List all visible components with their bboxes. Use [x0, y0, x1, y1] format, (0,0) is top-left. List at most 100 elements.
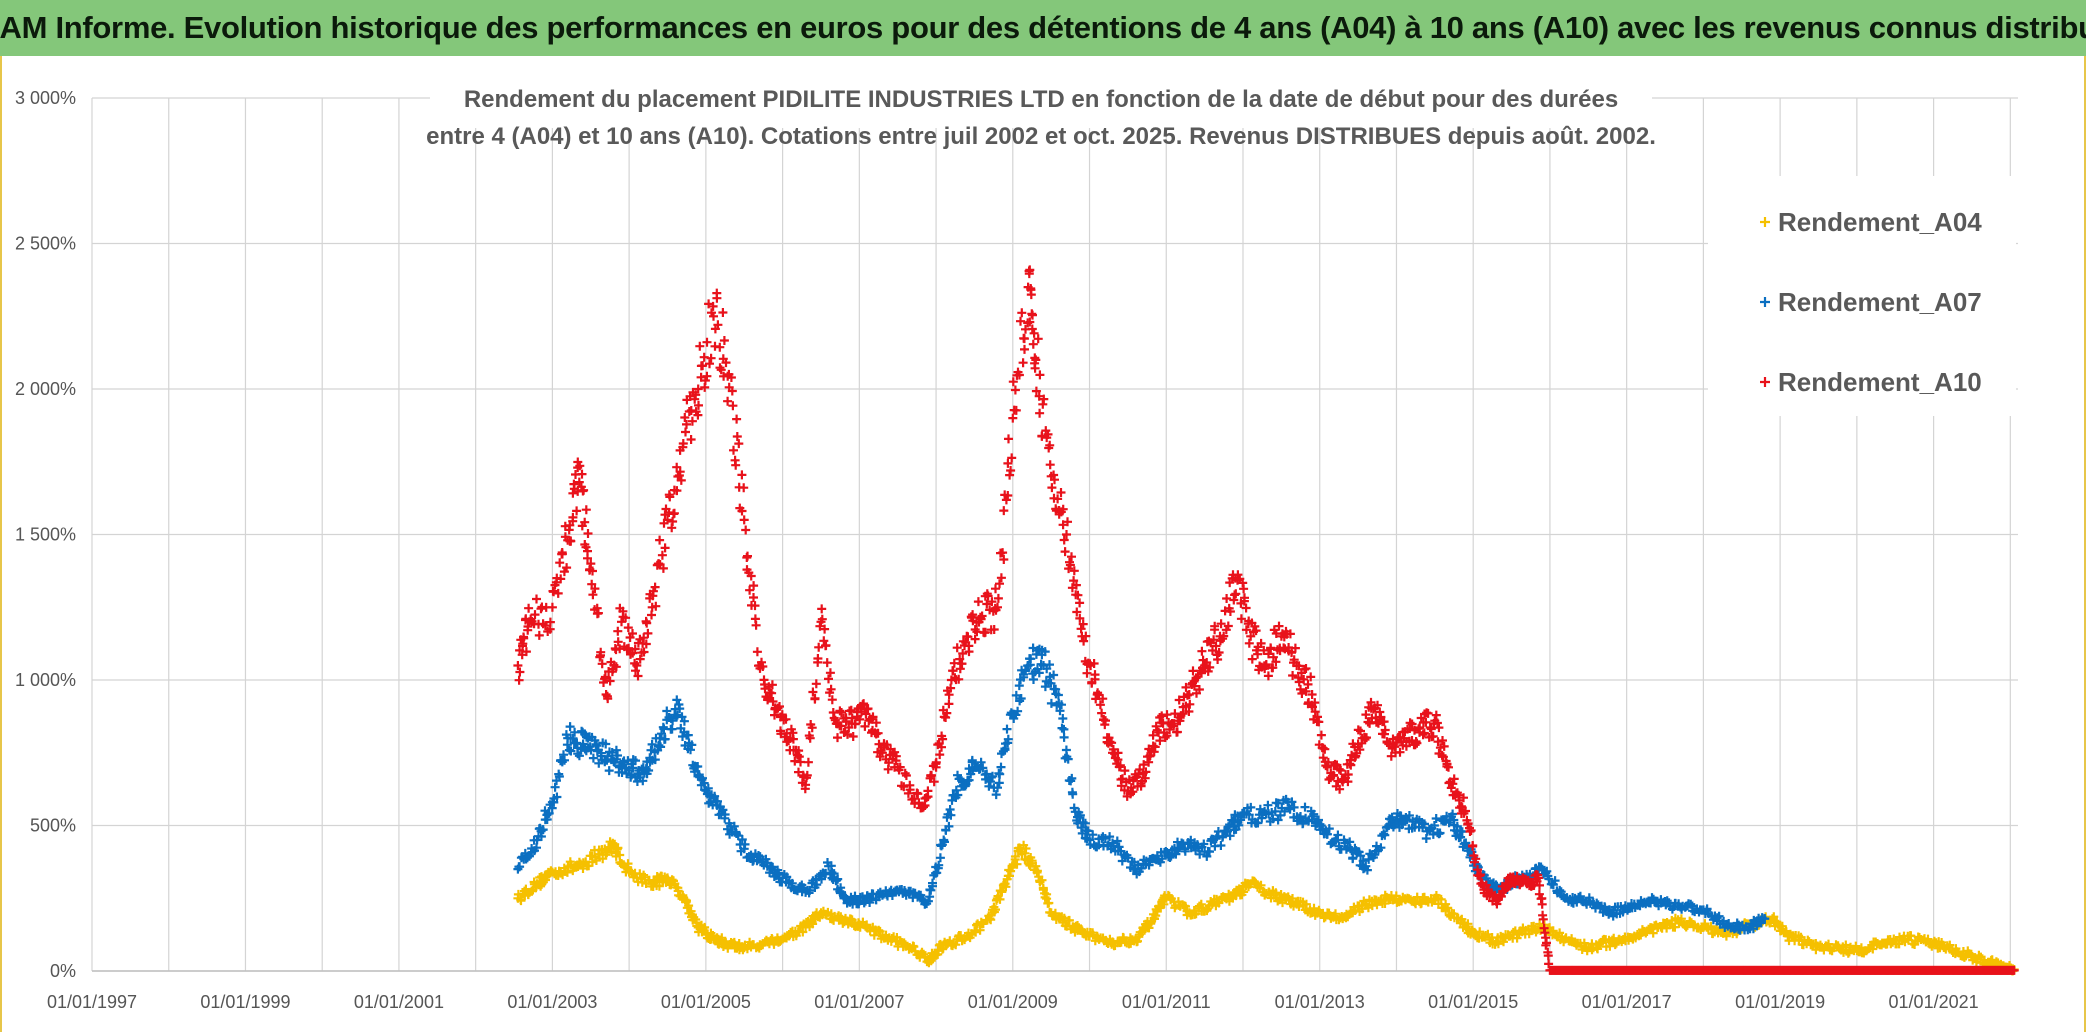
x-tick-label: 01/01/2015	[1428, 992, 1518, 1012]
data-point-marker	[999, 506, 1009, 516]
data-point-marker	[1162, 710, 1172, 720]
data-point-marker	[1034, 391, 1044, 401]
data-point-marker	[1171, 849, 1181, 859]
data-point-marker	[749, 581, 759, 591]
data-point-marker	[1288, 671, 1298, 680]
data-point-marker	[905, 785, 915, 795]
data-point-marker	[1189, 681, 1199, 691]
data-point-marker	[538, 825, 548, 835]
data-point-marker	[631, 666, 640, 676]
x-tick-label: 01/01/2003	[507, 992, 597, 1012]
data-point-marker	[1330, 837, 1339, 847]
data-point-marker	[1270, 806, 1280, 816]
data-point-marker	[977, 611, 987, 621]
data-point-marker	[1268, 663, 1278, 673]
data-point-marker	[777, 710, 787, 720]
data-point-marker	[1273, 896, 1283, 906]
data-point-marker	[999, 555, 1009, 564]
data-point-marker	[1268, 814, 1278, 824]
data-point-marker	[988, 771, 997, 781]
data-point-marker	[532, 594, 541, 604]
data-point-marker	[931, 757, 941, 767]
data-point-marker	[901, 771, 911, 780]
data-point-marker	[523, 622, 533, 631]
data-point-marker	[1412, 738, 1422, 748]
data-point-marker	[1306, 672, 1316, 682]
data-point-marker	[705, 359, 714, 369]
data-point-marker	[1040, 647, 1050, 657]
data-point-marker	[1025, 317, 1035, 327]
data-point-marker	[1043, 429, 1053, 439]
data-point-marker	[1336, 766, 1346, 775]
data-point-marker	[1037, 431, 1047, 441]
data-point-marker	[1047, 483, 1057, 493]
data-point-marker	[693, 384, 703, 394]
data-point-marker	[1014, 370, 1024, 380]
data-point-marker	[550, 782, 560, 792]
data-point-marker	[600, 672, 610, 682]
data-point-marker	[1314, 717, 1324, 727]
data-point-marker	[1199, 839, 1209, 849]
data-point-marker	[1108, 841, 1118, 851]
data-point-marker	[1760, 377, 1770, 387]
data-point-marker	[805, 885, 815, 895]
data-point-marker	[698, 361, 708, 371]
data-point-marker	[1324, 824, 1334, 834]
data-point-marker	[1059, 535, 1069, 545]
data-point-marker	[1031, 861, 1041, 871]
data-point-marker	[826, 684, 836, 694]
legend-label: Rendement_A07	[1778, 287, 1982, 317]
data-point-marker	[1299, 674, 1309, 684]
data-point-marker	[693, 762, 703, 771]
data-point-marker	[1046, 678, 1056, 688]
data-point-marker	[577, 469, 587, 479]
data-point-marker	[1310, 698, 1320, 708]
data-point-marker	[895, 762, 905, 772]
data-point-marker	[788, 734, 798, 744]
data-point-marker	[1025, 265, 1035, 275]
data-point-marker	[1438, 736, 1447, 745]
data-point-marker	[1322, 829, 1332, 839]
y-tick-label: 500%	[30, 816, 76, 836]
title-background	[430, 94, 1652, 128]
data-point-marker	[1031, 355, 1041, 365]
data-point-marker	[1246, 802, 1256, 812]
data-point-marker	[530, 610, 540, 620]
data-point-marker	[1401, 741, 1411, 751]
data-point-marker	[1021, 844, 1031, 853]
data-point-marker	[1449, 774, 1459, 784]
data-point-marker	[1437, 750, 1447, 760]
data-point-marker	[647, 610, 656, 620]
data-point-marker	[1448, 809, 1458, 819]
data-point-marker	[519, 633, 529, 643]
data-point-marker	[958, 649, 968, 658]
data-point-marker	[787, 878, 797, 888]
title-background	[430, 60, 1652, 94]
data-point-marker	[590, 584, 600, 594]
data-point-marker	[1287, 797, 1297, 807]
data-point-marker	[683, 730, 693, 740]
data-point-marker	[2009, 965, 2019, 975]
data-point-marker	[1172, 727, 1182, 737]
data-point-marker	[1148, 730, 1158, 740]
data-point-marker	[1058, 504, 1068, 514]
data-point-marker	[860, 721, 870, 731]
data-point-marker	[1075, 810, 1085, 820]
data-point-marker	[663, 515, 672, 525]
data-point-marker	[792, 750, 802, 760]
data-point-marker	[1760, 914, 1770, 924]
data-point-marker	[737, 506, 747, 516]
data-point-marker	[1373, 700, 1382, 710]
data-point-marker	[1362, 733, 1371, 743]
data-point-marker	[1018, 358, 1028, 368]
data-point-marker	[1141, 767, 1151, 777]
data-point-marker	[628, 763, 638, 773]
data-point-marker	[1059, 724, 1069, 734]
data-point-marker	[1001, 495, 1011, 505]
data-point-marker	[923, 896, 933, 906]
data-point-marker	[1285, 629, 1295, 639]
data-point-marker	[650, 755, 660, 765]
data-point-marker	[1443, 903, 1453, 913]
data-point-marker	[1463, 919, 1473, 929]
data-point-marker	[1044, 898, 1054, 908]
